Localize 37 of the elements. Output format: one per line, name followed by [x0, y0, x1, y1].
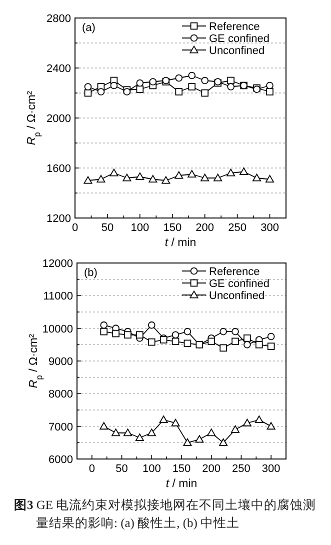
legend-label: Reference: [209, 21, 260, 33]
x-tick-label: 50: [101, 222, 114, 234]
x-tick-label: 100: [142, 463, 161, 475]
annotation: (a): [82, 22, 96, 34]
annotation: (b): [84, 267, 98, 279]
x-axis-title: t / min: [166, 478, 198, 490]
y-tick-label: 2400: [46, 63, 71, 75]
y-tick-label: 2000: [46, 113, 71, 125]
x-tick-label: 300: [262, 463, 280, 475]
x-tick-label: 100: [130, 222, 150, 234]
legend-label: Unconfined: [209, 290, 265, 302]
x-tick-label: 300: [260, 222, 279, 234]
y-tick-label: 1200: [46, 213, 71, 225]
caption: 图3 GE 电流约束对模拟接地网在不同土壤中的腐蚀测量结果的影响: (a) 酸性土, (b) 中性土: [14, 497, 318, 532]
y-tick-label: 1600: [46, 163, 71, 175]
y-tick-label: 10000: [42, 323, 73, 336]
y-tick-label: 12000: [42, 258, 73, 270]
x-tick-label: 150: [172, 463, 191, 475]
legend-label: Reference: [209, 266, 260, 278]
legend-label: GE confined: [209, 278, 270, 290]
legend-label: Unconfined: [209, 45, 265, 57]
y-tick-label: 2800: [46, 13, 71, 25]
x-tick-label: 200: [196, 222, 214, 234]
x-tick-label: 150: [163, 222, 182, 234]
x-axis-title: t / min: [164, 237, 196, 249]
y-tick-label: 9000: [48, 356, 73, 368]
y-tick-label: 11000: [43, 290, 73, 303]
x-tick-label: 200: [202, 463, 221, 475]
x-tick-label: 0: [88, 463, 95, 475]
y-tick-label: 6000: [48, 454, 73, 466]
x-tick-label: 0: [72, 222, 78, 234]
y-tick-label: 7000: [48, 421, 73, 434]
legend-label: GE confined: [209, 33, 270, 45]
x-tick-label: 50: [116, 463, 128, 475]
x-tick-label: 250: [232, 463, 250, 475]
x-tick-label: 250: [228, 222, 246, 234]
y-tick-label: 8000: [48, 388, 73, 401]
